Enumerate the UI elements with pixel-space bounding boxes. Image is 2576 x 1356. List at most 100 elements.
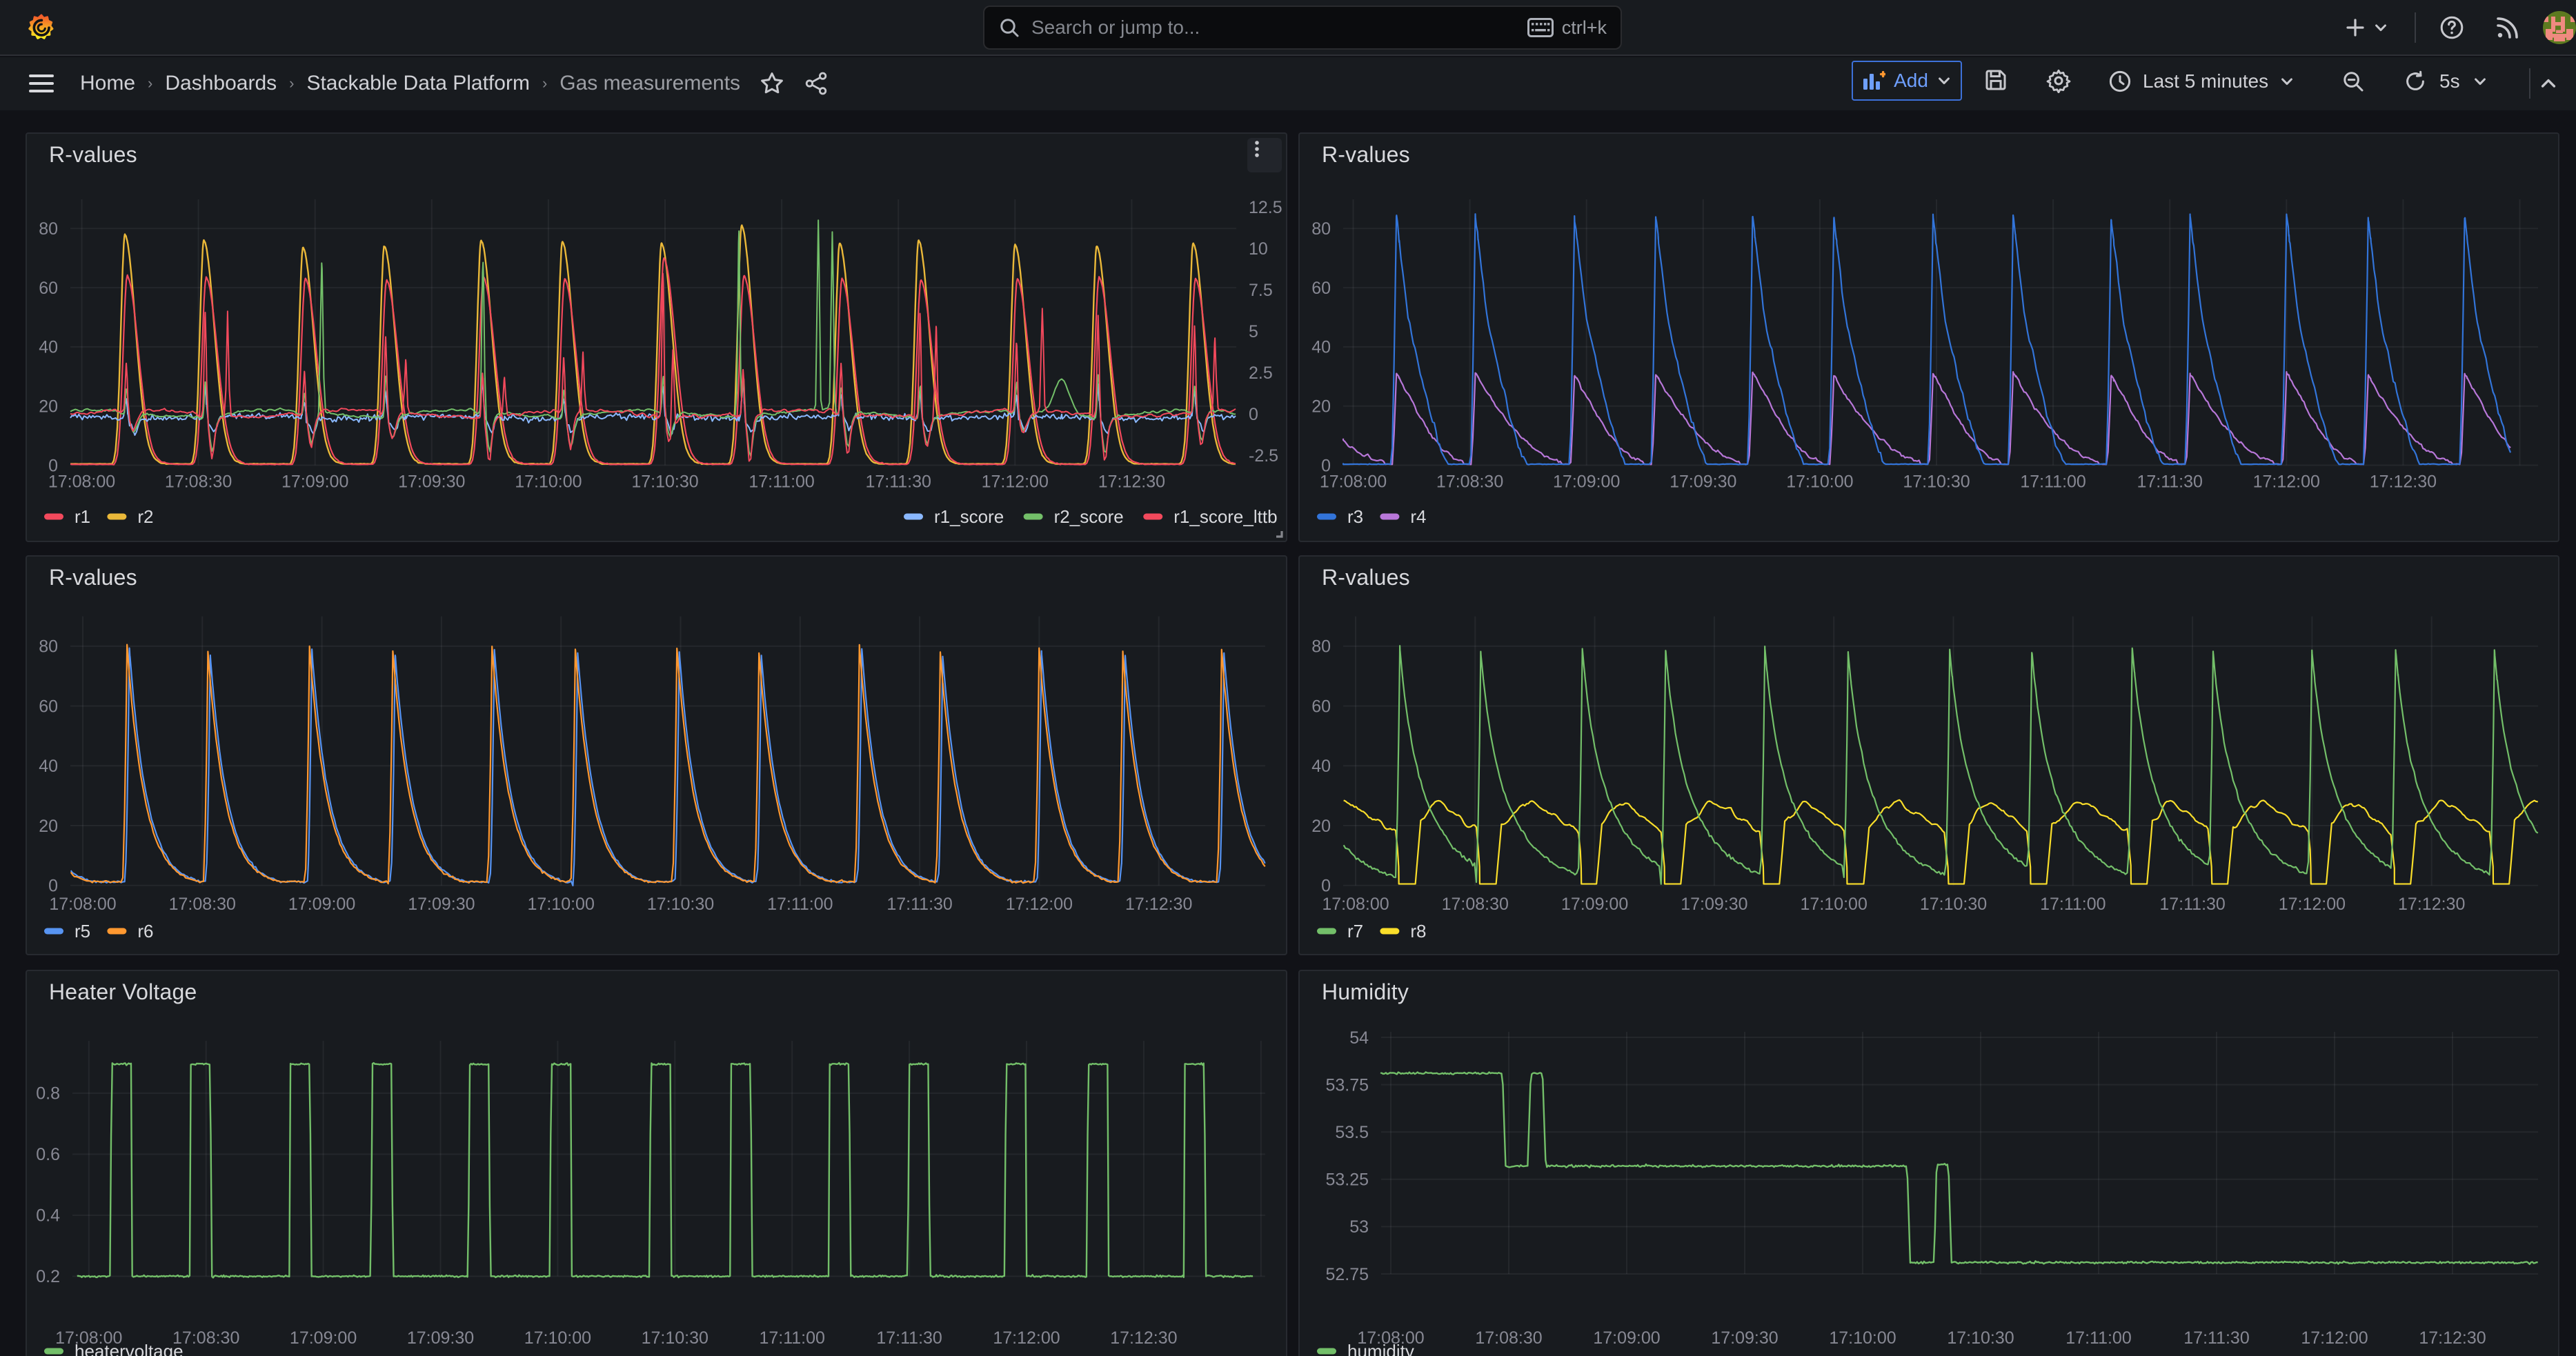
svg-text:17:09:30: 17:09:30 — [1711, 1328, 1778, 1348]
svg-text:10: 10 — [1249, 239, 1268, 259]
svg-text:17:11:30: 17:11:30 — [2137, 472, 2202, 491]
svg-text:17:09:30: 17:09:30 — [408, 895, 475, 914]
svg-text:17:08:00: 17:08:00 — [49, 895, 116, 914]
svg-text:17:10:30: 17:10:30 — [1947, 1328, 2014, 1348]
svg-text:7.5: 7.5 — [1249, 281, 1273, 300]
svg-text:52.75: 52.75 — [1325, 1265, 1369, 1284]
svg-text:60: 60 — [1311, 697, 1331, 716]
svg-text:80: 80 — [1311, 637, 1331, 657]
svg-text:17:08:30: 17:08:30 — [169, 895, 236, 914]
svg-text:17:11:30: 17:11:30 — [2183, 1328, 2249, 1348]
svg-text:17:11:00: 17:11:00 — [759, 1328, 824, 1348]
svg-text:r1: r1 — [75, 506, 90, 527]
svg-text:r2_score: r2_score — [1054, 506, 1124, 527]
svg-text:53.5: 53.5 — [1335, 1123, 1369, 1142]
svg-text:humidity: humidity — [1347, 1341, 1414, 1356]
svg-text:17:12:30: 17:12:30 — [2370, 472, 2437, 491]
svg-text:r6: r6 — [137, 921, 153, 941]
svg-text:17:10:30: 17:10:30 — [642, 1328, 709, 1348]
svg-text:17:09:00: 17:09:00 — [1561, 895, 1628, 914]
svg-text:0.2: 0.2 — [36, 1267, 60, 1286]
svg-text:2.5: 2.5 — [1249, 363, 1273, 383]
svg-text:r5: r5 — [75, 921, 90, 941]
svg-text:5: 5 — [1249, 322, 1258, 341]
svg-text:17:12:00: 17:12:00 — [2279, 895, 2346, 914]
svg-text:17:12:30: 17:12:30 — [1098, 472, 1165, 491]
svg-text:r1_score: r1_score — [934, 506, 1004, 527]
svg-text:12.5: 12.5 — [1249, 198, 1282, 217]
svg-text:17:10:30: 17:10:30 — [1920, 895, 1987, 914]
svg-text:17:08:00: 17:08:00 — [1322, 895, 1389, 914]
svg-text:17:08:30: 17:08:30 — [1475, 1328, 1542, 1348]
svg-text:17:12:30: 17:12:30 — [2419, 1328, 2486, 1348]
svg-text:17:08:30: 17:08:30 — [1442, 895, 1509, 914]
svg-text:40: 40 — [39, 338, 58, 357]
svg-text:17:08:00: 17:08:00 — [1357, 1328, 1424, 1348]
svg-text:20: 20 — [1311, 817, 1331, 836]
svg-text:17:08:30: 17:08:30 — [1436, 472, 1503, 491]
svg-text:r3: r3 — [1347, 506, 1363, 527]
svg-text:0.6: 0.6 — [36, 1145, 60, 1164]
svg-text:17:10:00: 17:10:00 — [1801, 895, 1867, 914]
svg-text:0.8: 0.8 — [36, 1084, 60, 1104]
svg-text:17:12:00: 17:12:00 — [2301, 1328, 2368, 1348]
svg-text:17:12:30: 17:12:30 — [1125, 895, 1192, 914]
svg-text:r7: r7 — [1347, 921, 1363, 941]
svg-text:60: 60 — [39, 697, 58, 716]
svg-text:20: 20 — [39, 397, 58, 417]
svg-text:17:09:00: 17:09:00 — [281, 472, 348, 491]
svg-text:17:09:30: 17:09:30 — [1670, 472, 1736, 491]
svg-text:17:09:30: 17:09:30 — [1681, 895, 1747, 914]
svg-text:17:09:30: 17:09:30 — [407, 1328, 474, 1348]
svg-text:17:11:30: 17:11:30 — [886, 895, 952, 914]
svg-text:60: 60 — [1311, 279, 1331, 298]
svg-text:17:12:00: 17:12:00 — [2253, 472, 2320, 491]
svg-text:80: 80 — [39, 219, 58, 239]
svg-text:17:08:00: 17:08:00 — [48, 472, 115, 491]
svg-text:40: 40 — [1311, 338, 1331, 357]
svg-text:53: 53 — [1349, 1217, 1369, 1237]
svg-text:17:11:30: 17:11:30 — [2159, 895, 2225, 914]
svg-text:17:09:00: 17:09:00 — [1593, 1328, 1660, 1348]
svg-text:17:10:30: 17:10:30 — [631, 472, 698, 491]
svg-text:17:11:00: 17:11:00 — [2020, 472, 2085, 491]
svg-text:60: 60 — [39, 279, 58, 298]
svg-text:17:11:30: 17:11:30 — [865, 472, 931, 491]
svg-text:17:09:30: 17:09:30 — [398, 472, 465, 491]
svg-text:r4: r4 — [1410, 506, 1426, 527]
svg-text:53.75: 53.75 — [1325, 1075, 1369, 1095]
svg-text:r1_score_lttb: r1_score_lttb — [1173, 506, 1277, 527]
svg-text:17:08:00: 17:08:00 — [1320, 472, 1387, 491]
svg-text:17:12:30: 17:12:30 — [2398, 895, 2465, 914]
svg-text:17:10:00: 17:10:00 — [515, 472, 582, 491]
svg-text:17:10:30: 17:10:30 — [1903, 472, 1970, 491]
svg-text:17:08:00: 17:08:00 — [55, 1328, 122, 1348]
svg-text:17:10:00: 17:10:00 — [528, 895, 595, 914]
svg-text:17:11:30: 17:11:30 — [876, 1328, 942, 1348]
svg-text:80: 80 — [1311, 219, 1331, 239]
svg-text:17:10:30: 17:10:30 — [647, 895, 714, 914]
svg-text:0.4: 0.4 — [36, 1206, 60, 1226]
svg-text:17:12:00: 17:12:00 — [993, 1328, 1060, 1348]
svg-text:54: 54 — [1349, 1028, 1369, 1048]
svg-text:17:11:00: 17:11:00 — [749, 472, 814, 491]
svg-text:17:10:00: 17:10:00 — [1786, 472, 1853, 491]
svg-text:17:10:00: 17:10:00 — [1829, 1328, 1896, 1348]
svg-text:17:10:00: 17:10:00 — [524, 1328, 591, 1348]
svg-text:0: 0 — [1249, 405, 1258, 424]
svg-text:40: 40 — [1311, 757, 1331, 776]
svg-text:17:09:00: 17:09:00 — [290, 1328, 357, 1348]
svg-text:17:11:00: 17:11:00 — [2065, 1328, 2131, 1348]
svg-text:r2: r2 — [137, 506, 153, 527]
svg-text:-2.5: -2.5 — [1249, 446, 1278, 466]
svg-text:17:12:30: 17:12:30 — [1110, 1328, 1177, 1348]
svg-text:17:09:00: 17:09:00 — [288, 895, 355, 914]
svg-text:17:11:00: 17:11:00 — [767, 895, 833, 914]
svg-text:0: 0 — [1321, 456, 1331, 475]
svg-text:17:11:00: 17:11:00 — [2040, 895, 2106, 914]
svg-text:r8: r8 — [1410, 921, 1426, 941]
svg-text:0: 0 — [48, 877, 58, 896]
svg-text:17:09:00: 17:09:00 — [1553, 472, 1620, 491]
svg-text:80: 80 — [39, 637, 58, 657]
svg-text:0: 0 — [1321, 877, 1331, 896]
